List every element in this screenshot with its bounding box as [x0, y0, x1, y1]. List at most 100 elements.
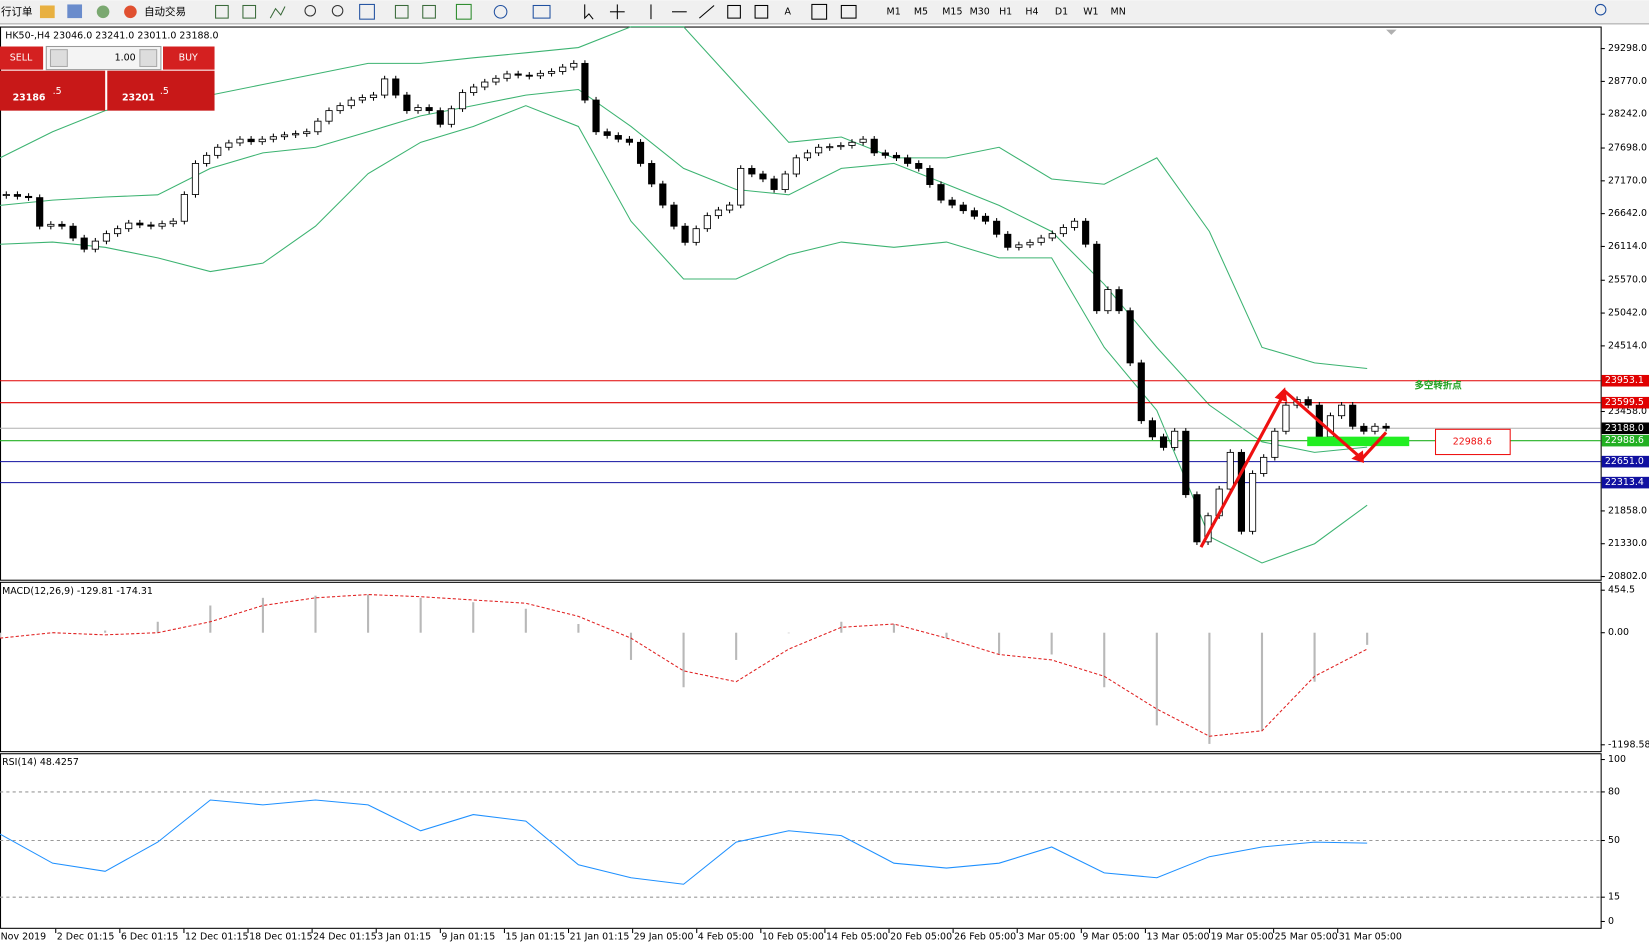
timeframe-button[interactable]: M30: [970, 6, 990, 17]
price-level-label: 23188.0: [1605, 423, 1644, 434]
macd-bar: [1103, 632, 1106, 688]
timeframe-button[interactable]: H4: [1025, 6, 1038, 17]
text-tool[interactable]: A: [785, 6, 792, 17]
buy-label[interactable]: BUY: [179, 53, 198, 64]
candle: [492, 77, 500, 83]
candle: [837, 144, 845, 148]
candle: [1104, 289, 1112, 312]
macd-bar: [629, 632, 633, 660]
icon[interactable]: [840, 4, 857, 19]
turning-zone: [1307, 436, 1410, 447]
x-tick-label: 24 Dec 01:15: [313, 932, 377, 943]
macd-bar: [314, 595, 317, 633]
sell-price-box[interactable]: [0, 70, 106, 111]
candle: [225, 142, 233, 148]
macd-bar: [1208, 632, 1211, 744]
candle: [158, 223, 166, 227]
candle: [659, 183, 667, 206]
candle: [1237, 451, 1246, 532]
icon[interactable]: [394, 4, 409, 19]
sell-price[interactable]: 23186: [13, 93, 46, 104]
x-tick-label: 5 Nov 2019: [0, 932, 46, 943]
candle: [403, 94, 411, 112]
icon[interactable]: [96, 5, 110, 19]
icon[interactable]: [699, 5, 715, 19]
buy-button[interactable]: [163, 46, 215, 70]
icon[interactable]: [67, 4, 83, 19]
lots-up[interactable]: [139, 49, 158, 68]
icon[interactable]: [727, 4, 741, 19]
icon[interactable]: [215, 4, 229, 19]
bollinger-lower: [0, 105, 1368, 564]
candle: [358, 97, 366, 101]
icon[interactable]: [304, 4, 317, 17]
icon[interactable]: [331, 4, 344, 17]
candle: [58, 223, 66, 227]
y-tick-label: 27698.0: [1608, 143, 1647, 154]
candle: [525, 74, 533, 77]
auto-trading-button[interactable]: 自动交易: [144, 5, 186, 18]
macd-bar: [1260, 632, 1264, 731]
icon[interactable]: [242, 4, 257, 19]
icon[interactable]: [493, 4, 508, 19]
icon[interactable]: [455, 3, 472, 20]
auto-trading-icon[interactable]: [124, 5, 137, 19]
icon[interactable]: [811, 3, 828, 20]
candle: [714, 209, 723, 217]
search-icon[interactable]: [1594, 3, 1607, 16]
buy-price[interactable]: 23201: [122, 93, 155, 104]
lots-value[interactable]: 1.00: [115, 53, 136, 64]
candle: [503, 73, 511, 79]
timeframe-button[interactable]: H1: [999, 6, 1012, 17]
candle: [2, 194, 10, 196]
candle: [80, 237, 88, 250]
timeframe-button[interactable]: M15: [942, 6, 962, 17]
new-order-button[interactable]: 行订单: [1, 5, 33, 18]
timeframe-button[interactable]: W1: [1083, 6, 1098, 17]
candle: [547, 71, 556, 74]
lots-down[interactable]: [49, 49, 68, 68]
x-tick-label: 4 Feb 05:00: [698, 932, 754, 943]
candle: [336, 105, 344, 112]
sell-label[interactable]: SELL: [10, 53, 33, 64]
arrow-head: [1274, 387, 1288, 402]
buy-pips[interactable]: .5: [160, 86, 169, 97]
rsi-label: RSI(14) 48.4257: [2, 757, 79, 768]
icon[interactable]: [269, 6, 286, 19]
candle: [236, 138, 244, 144]
candle: [247, 138, 255, 143]
icon[interactable]: [39, 5, 55, 19]
icon[interactable]: [584, 4, 594, 20]
candle: [447, 108, 455, 125]
timeframe-button[interactable]: M5: [914, 6, 928, 17]
y-tick-label: 21330.0: [1608, 538, 1647, 549]
sell-button[interactable]: [0, 46, 44, 70]
icon[interactable]: [532, 4, 551, 19]
candle: [1059, 227, 1067, 235]
price-level-label: 22313.4: [1605, 477, 1644, 488]
candle: [636, 141, 645, 164]
candle: [458, 92, 467, 110]
timeframe-button[interactable]: D1: [1055, 6, 1068, 17]
zigzag-arrow: [1199, 388, 1388, 548]
sell-pips[interactable]: .5: [53, 86, 62, 97]
x-tick-label: 25 Mar 05:00: [1275, 932, 1338, 943]
timeframe-button[interactable]: M1: [887, 6, 901, 17]
macd-bar: [1155, 632, 1158, 726]
macd-bar: [524, 608, 527, 633]
candle: [748, 167, 756, 175]
candle: [681, 225, 689, 243]
timeframe-button[interactable]: MN: [1111, 6, 1126, 17]
candle: [1360, 425, 1368, 432]
candle: [792, 157, 800, 175]
lots-box[interactable]: [45, 45, 162, 71]
icon[interactable]: [422, 4, 436, 19]
buy-price-box[interactable]: [107, 70, 215, 111]
candle: [1037, 237, 1045, 243]
macd-bar: [1313, 632, 1316, 682]
price-level-label: 23599.5: [1605, 397, 1644, 408]
x-tick-label: 21 Jan 01:15: [570, 932, 630, 943]
icon[interactable]: [359, 3, 375, 20]
icon[interactable]: [754, 4, 769, 19]
candle: [347, 99, 355, 107]
